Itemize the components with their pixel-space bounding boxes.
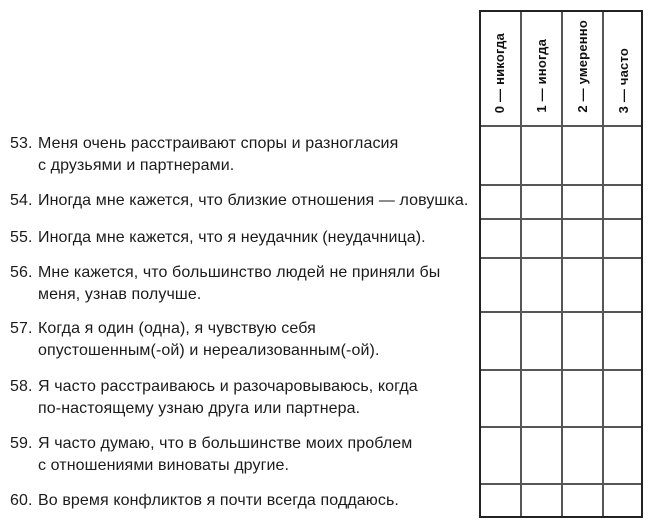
question-number: 53. — [10, 134, 33, 152]
answer-cell-58-1[interactable] — [520, 369, 561, 426]
question-text: Я часто расстраиваюсь и разочаровываюсь,… — [38, 377, 418, 417]
answer-cell-59-0[interactable] — [479, 426, 520, 483]
question-number: 54. — [10, 192, 33, 209]
question-text: Во время конфликтов я почти всегда подда… — [38, 491, 399, 509]
answer-cell-54-0[interactable] — [479, 184, 520, 218]
answer-cell-58-3[interactable] — [602, 369, 643, 426]
question-content: 57. Когда я один (одна), я чувствую себя… — [10, 318, 471, 362]
answer-cell-53-0[interactable] — [479, 125, 520, 184]
answer-cell-60-1[interactable] — [520, 483, 561, 518]
answer-cell-53-1[interactable] — [520, 125, 561, 184]
question-content: 59. Я часто думаю, что в большинстве мои… — [10, 433, 471, 477]
answer-cell-54-1[interactable] — [520, 184, 561, 218]
rating-header-cell-1: 1 — иногда — [520, 10, 561, 125]
rating-header-cell-0: 0 — никогда — [479, 10, 520, 125]
answer-cell-60-0[interactable] — [479, 483, 520, 518]
answer-cell-57-3[interactable] — [602, 311, 643, 369]
question-text: Меня очень расстраивают споры и разногла… — [38, 134, 399, 174]
answer-cell-54-3[interactable] — [602, 184, 643, 218]
answer-cell-56-3[interactable] — [602, 257, 643, 311]
answer-cell-55-0[interactable] — [479, 218, 520, 257]
question-number: 60. — [10, 491, 33, 509]
question-content: 54. Иногда мне кажется, что близкие отно… — [10, 190, 471, 212]
answer-cell-57-1[interactable] — [520, 311, 561, 369]
question-text: Мне кажется, что большинство людей не пр… — [38, 264, 441, 303]
question-row-54: 54. Иногда мне кажется, что близкие отно… — [10, 184, 479, 218]
answer-cell-53-2[interactable] — [561, 125, 602, 184]
question-content: 56. Мне кажется, что большинство людей н… — [10, 262, 471, 306]
question-text: Когда я один (одна), я чувствую себя опу… — [38, 320, 380, 359]
answer-cell-56-1[interactable] — [520, 257, 561, 311]
answer-cell-56-0[interactable] — [479, 257, 520, 311]
question-number: 56. — [10, 264, 33, 281]
answer-cell-56-2[interactable] — [561, 257, 602, 311]
question-content: 55. Иногда мне кажется, что я неудачник … — [10, 227, 471, 249]
question-number: 57. — [10, 320, 33, 337]
answer-cell-55-2[interactable] — [561, 218, 602, 257]
question-row-57: 57. Когда я один (одна), я чувствую себя… — [10, 311, 479, 369]
answer-cell-53-3[interactable] — [602, 125, 643, 184]
question-content: 60. Во время конфликтов я почти всегда п… — [10, 490, 471, 512]
rating-header-cell-2: 2 — умеренно — [561, 10, 602, 125]
answer-cell-60-3[interactable] — [602, 483, 643, 518]
question-content: 58. Я часто расстраиваюсь и разочаровыва… — [10, 376, 471, 420]
question-text: Иногда мне кажется, что близкие отношени… — [38, 192, 469, 209]
question-row-60: 60. Во время конфликтов я почти всегда п… — [10, 483, 479, 518]
question-row-59: 59. Я часто думаю, что в большинстве мои… — [10, 426, 479, 483]
answer-cell-54-2[interactable] — [561, 184, 602, 218]
answer-cell-55-3[interactable] — [602, 218, 643, 257]
question-number: 58. — [10, 377, 33, 395]
answer-cell-58-2[interactable] — [561, 369, 602, 426]
rating-header-label-never: 0 — никогда — [492, 32, 507, 113]
question-row-55: 55. Иногда мне кажется, что я неудачник … — [10, 218, 479, 257]
answer-cell-59-3[interactable] — [602, 426, 643, 483]
question-number: 55. — [10, 228, 33, 246]
questionnaire-grid: 0 — никогда 1 — иногда 2 — умеренно 3 — … — [10, 10, 643, 518]
rating-header-cell-3: 3 — часто — [602, 10, 643, 125]
answer-cell-60-2[interactable] — [561, 483, 602, 518]
question-row-53: 53. Меня очень расстраивают споры и разн… — [10, 125, 479, 184]
answer-cell-58-0[interactable] — [479, 369, 520, 426]
answer-cell-57-0[interactable] — [479, 311, 520, 369]
rating-header-label-moderate: 2 — умеренно — [575, 20, 590, 113]
answer-cell-59-2[interactable] — [561, 426, 602, 483]
answer-cell-57-2[interactable] — [561, 311, 602, 369]
answer-cell-55-1[interactable] — [520, 218, 561, 257]
question-text: Я часто думаю, что в большинстве моих пр… — [38, 434, 413, 474]
rating-header-label-often: 3 — часто — [616, 47, 631, 113]
question-row-58: 58. Я часто расстраиваюсь и разочаровыва… — [10, 369, 479, 426]
rating-header-label-sometimes: 1 — иногда — [534, 39, 549, 113]
question-text: Иногда мне кажется, что я неудачник (неу… — [38, 228, 426, 246]
table-corner-spacer — [10, 10, 479, 125]
question-row-56: 56. Мне кажется, что большинство людей н… — [10, 257, 479, 311]
question-content: 53. Меня очень расстраивают споры и разн… — [10, 133, 471, 177]
answer-cell-59-1[interactable] — [520, 426, 561, 483]
question-number: 59. — [10, 434, 33, 452]
